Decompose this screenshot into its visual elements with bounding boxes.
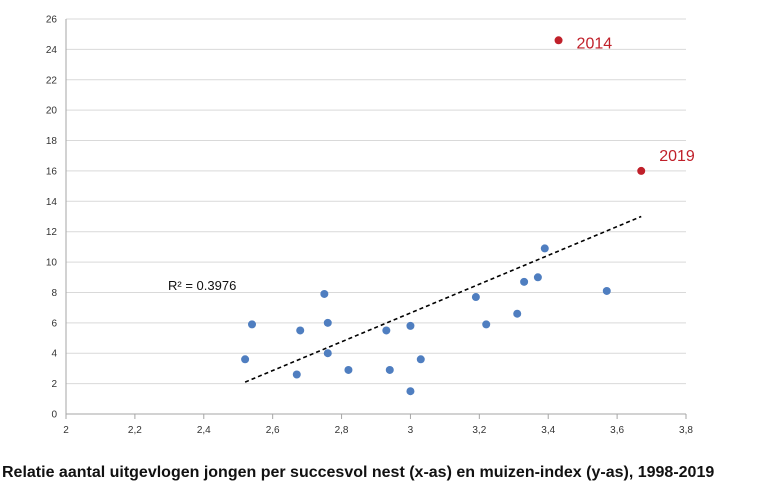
- data-point: [320, 289, 329, 298]
- data-point: [406, 321, 415, 330]
- x-tick-label: 3,4: [541, 425, 555, 436]
- data-point: [471, 293, 480, 302]
- data-point: [482, 320, 491, 329]
- gridlines: [66, 18, 686, 385]
- data-point: [296, 326, 305, 335]
- x-tick-label: 3,6: [610, 425, 624, 436]
- data-point: [520, 277, 529, 286]
- y-tick-label: 0: [51, 410, 57, 421]
- data-point: [382, 326, 391, 335]
- data-point: [416, 355, 425, 364]
- trendline: [244, 215, 642, 383]
- x-tick-label: 3,2: [472, 425, 486, 436]
- data-point: [323, 349, 332, 358]
- data-point: [292, 370, 301, 379]
- data-point: [513, 309, 522, 318]
- point-label: 2019: [659, 148, 695, 165]
- y-tick-label: 4: [51, 349, 57, 360]
- data-point: [406, 387, 415, 396]
- data-point: [533, 273, 542, 282]
- data-point: [637, 166, 646, 175]
- x-tick-label: 2: [63, 425, 69, 436]
- data-point: [385, 365, 394, 374]
- x-tick-label: 2,6: [266, 425, 280, 436]
- y-tick-label: 18: [46, 136, 58, 147]
- y-tick-label: 6: [51, 318, 57, 329]
- chart-caption: Relatie aantal uitgevlogen jongen per su…: [2, 464, 715, 481]
- x-tick-label: 2,2: [128, 425, 142, 436]
- y-tick-label: 20: [46, 106, 58, 117]
- y-tick-label: 14: [46, 197, 58, 208]
- data-point: [344, 365, 353, 374]
- r-squared-label: R² = 0.3976: [168, 278, 236, 293]
- y-tick-label: 8: [51, 288, 57, 299]
- x-tick-label: 2,8: [335, 425, 349, 436]
- y-tick-label: 24: [46, 45, 58, 56]
- data-point: [540, 244, 549, 253]
- trendline-path: [244, 215, 642, 383]
- x-tick-label: 3,8: [679, 425, 693, 436]
- point-label: 2014: [577, 35, 613, 52]
- data-point: [602, 286, 611, 295]
- y-tick-label: 2: [51, 379, 57, 390]
- data-point: [241, 355, 250, 364]
- data-point: [323, 318, 332, 327]
- axes: [65, 19, 687, 419]
- point-labels: 2014 2019: [577, 35, 695, 165]
- y-tick-label: 16: [46, 166, 58, 177]
- y-tick-label: 12: [46, 227, 58, 238]
- y-tick-label: 10: [46, 258, 58, 269]
- data-points: [241, 36, 646, 396]
- data-point: [554, 36, 563, 45]
- y-tick-label: 22: [46, 75, 58, 86]
- x-tick-labels: 2 2,2 2,4 2,6 2,8 3 3,2 3,4 3,6 3,8: [63, 425, 693, 436]
- x-tick-label: 3: [408, 425, 414, 436]
- y-tick-label: 26: [46, 15, 58, 26]
- x-tick-label: 2,4: [197, 425, 211, 436]
- data-point: [248, 320, 256, 329]
